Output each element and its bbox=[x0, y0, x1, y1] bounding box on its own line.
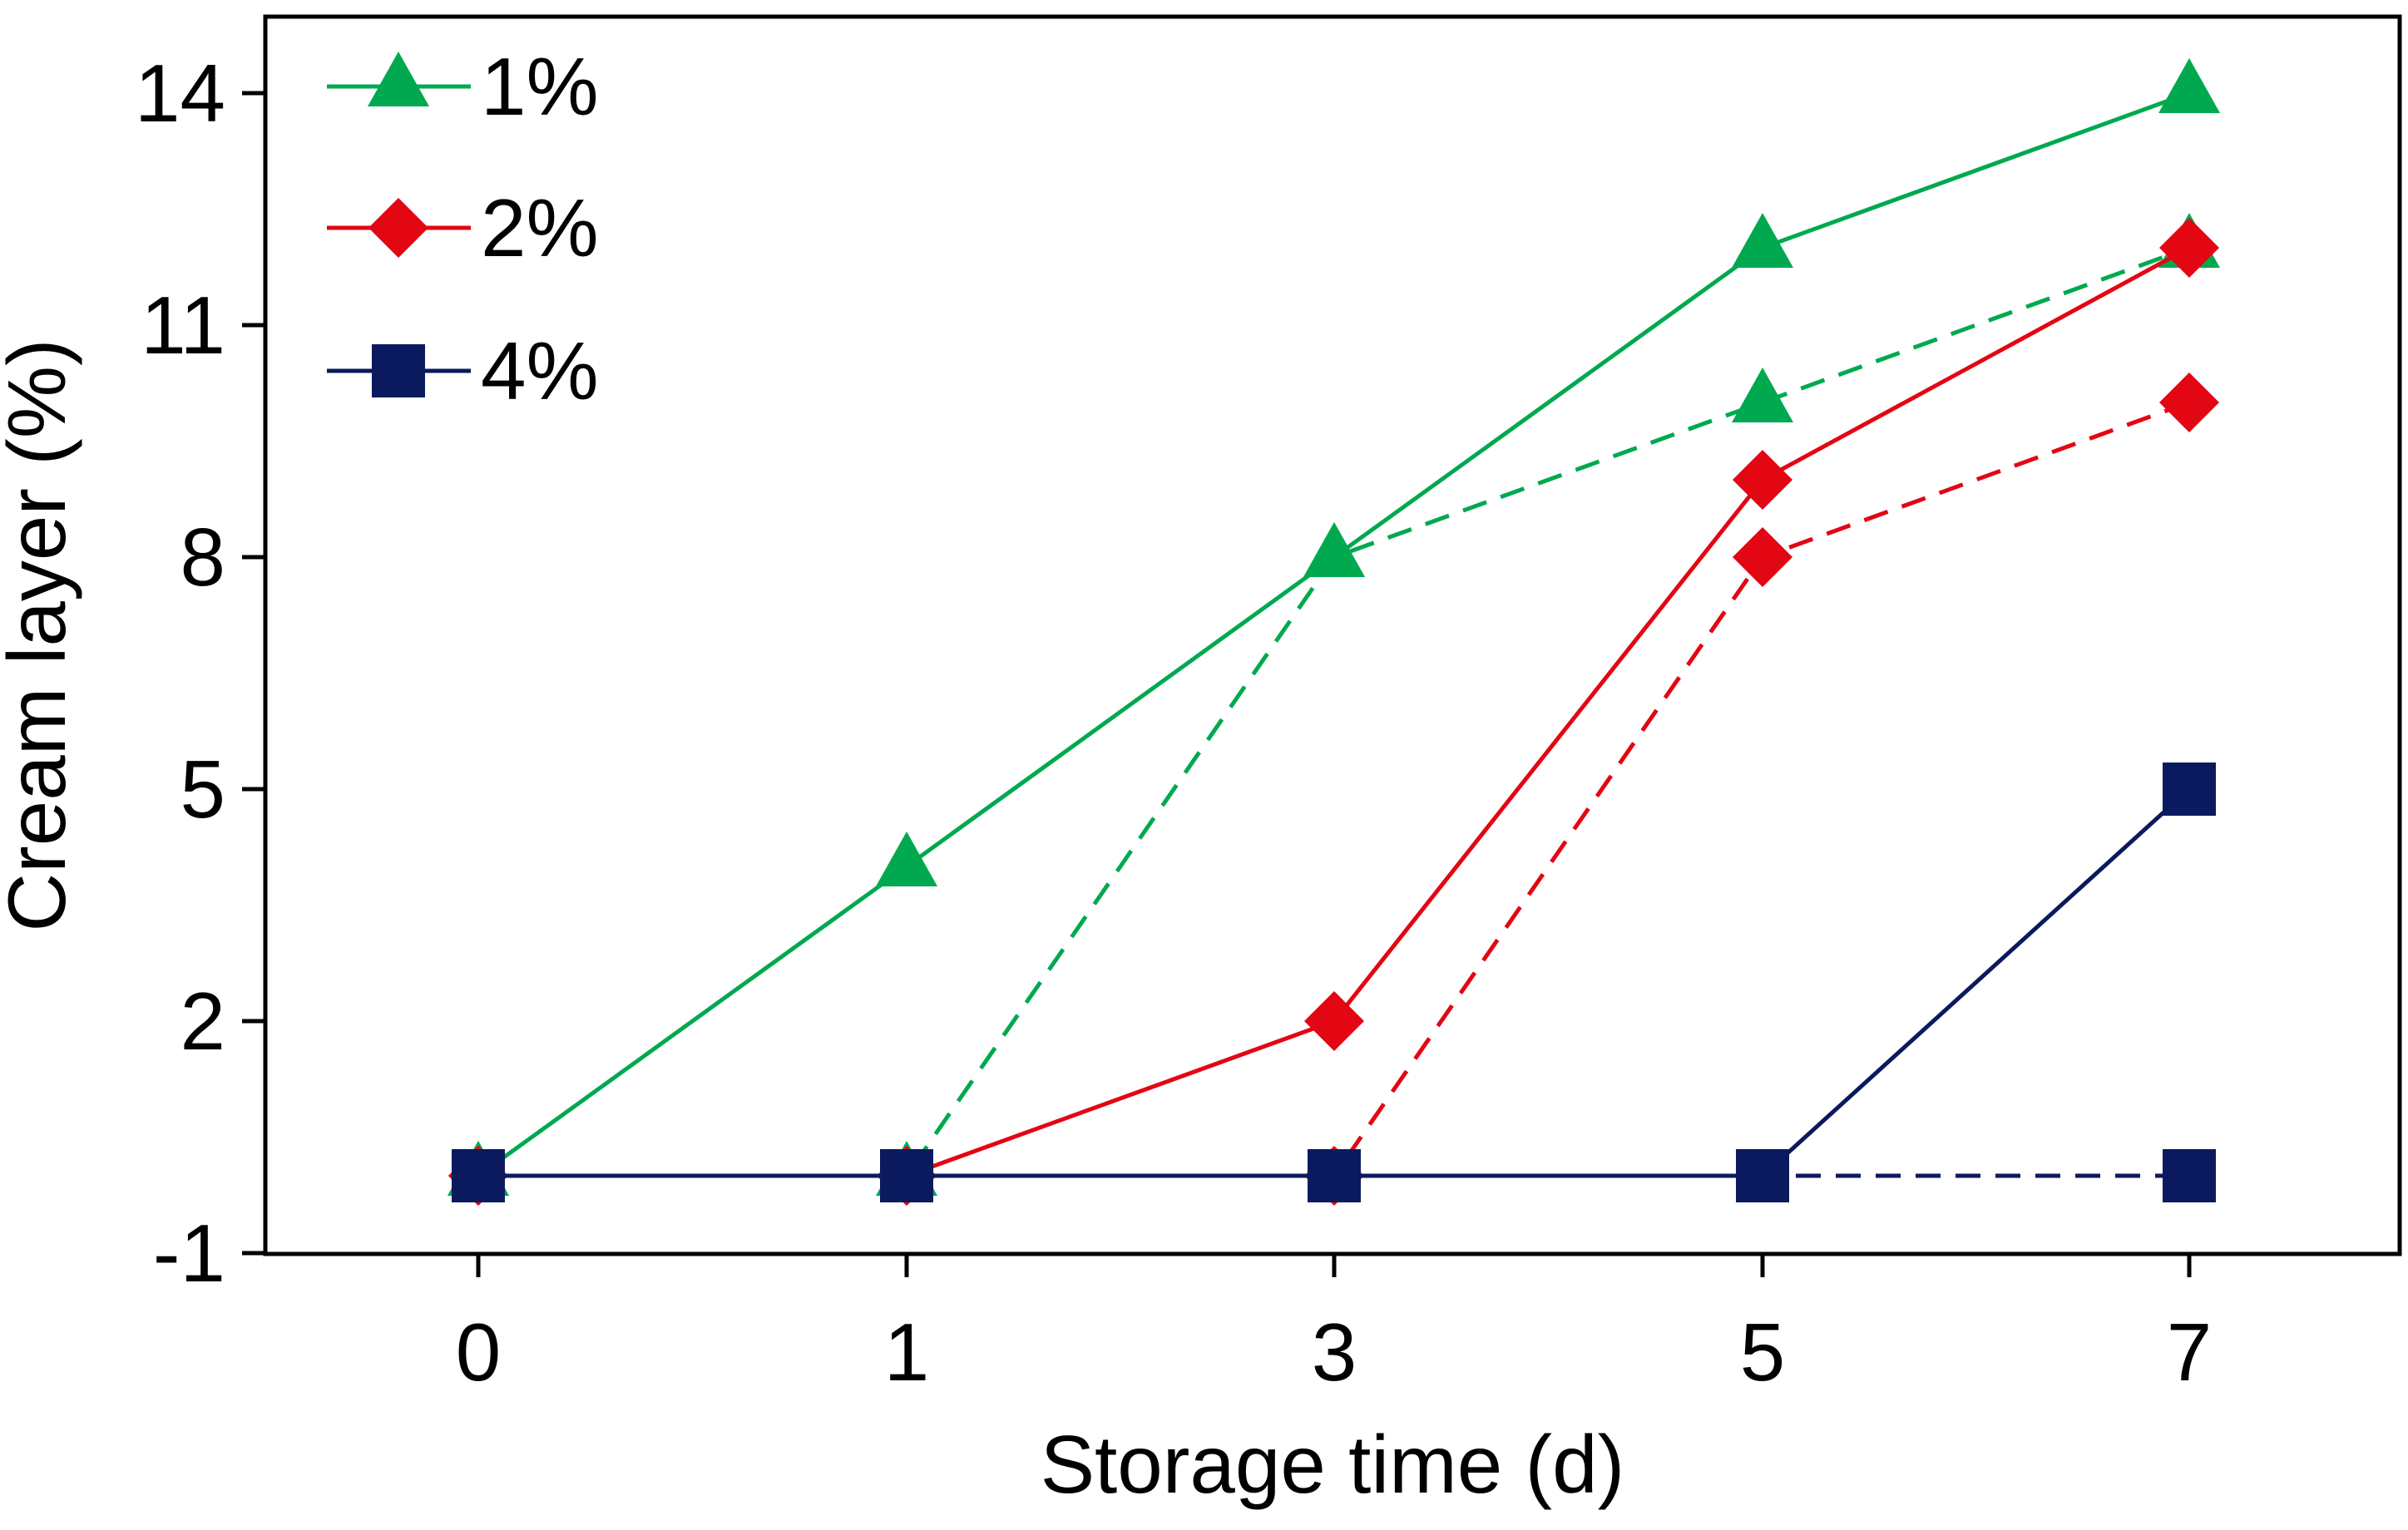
x-tick-label: 1 bbox=[884, 1306, 930, 1398]
data-point bbox=[1733, 450, 1792, 510]
data-point bbox=[2159, 218, 2219, 278]
x-axis: 0 1 3 5 7 bbox=[456, 1254, 2213, 1398]
data-point bbox=[452, 1149, 505, 1202]
y-axis: 14 11 8 5 2 -1 bbox=[135, 47, 265, 1299]
y-tick-label: 8 bbox=[180, 511, 225, 603]
series-line bbox=[478, 400, 2190, 1178]
series-2pct-dashed bbox=[448, 373, 2219, 1206]
data-point bbox=[1736, 1149, 1789, 1202]
data-point bbox=[2159, 373, 2219, 432]
x-tick-label: 7 bbox=[2167, 1306, 2213, 1398]
legend-marker bbox=[372, 344, 425, 397]
series-layer bbox=[447, 58, 2220, 1206]
legend-item: 4% bbox=[327, 325, 599, 417]
data-point bbox=[2158, 58, 2220, 113]
legend-marker bbox=[368, 52, 429, 106]
legend-label: 1% bbox=[481, 41, 599, 132]
data-point bbox=[1732, 213, 1793, 268]
series-4pct-solid bbox=[452, 763, 2216, 1202]
y-axis-label: Cream layer (%) bbox=[0, 338, 82, 931]
data-point bbox=[2163, 763, 2216, 816]
data-point bbox=[2163, 1149, 2216, 1202]
series-line bbox=[478, 787, 2191, 1178]
data-point bbox=[876, 832, 937, 886]
legend: 1% 2% 4% bbox=[327, 41, 599, 417]
data-point bbox=[880, 1149, 933, 1202]
legend-item: 2% bbox=[327, 182, 599, 274]
legend-marker bbox=[368, 198, 428, 258]
series-2pct-solid bbox=[448, 218, 2219, 1206]
data-point bbox=[1733, 527, 1792, 587]
y-tick-label: 14 bbox=[135, 47, 225, 139]
data-point bbox=[1308, 1149, 1361, 1202]
x-tick-label: 5 bbox=[1740, 1306, 1786, 1398]
x-tick-label: 0 bbox=[456, 1306, 502, 1398]
y-tick-label: -1 bbox=[153, 1207, 225, 1299]
x-axis-label: Storage time (d) bbox=[1041, 1419, 1625, 1510]
y-tick-label: 2 bbox=[180, 975, 225, 1067]
legend-label: 4% bbox=[481, 325, 599, 417]
data-point bbox=[1303, 522, 1365, 577]
y-tick-label: 11 bbox=[141, 279, 225, 371]
data-point bbox=[1732, 368, 1793, 422]
y-tick-label: 5 bbox=[180, 743, 225, 835]
x-tick-label: 3 bbox=[1312, 1306, 1357, 1398]
legend-label: 2% bbox=[481, 182, 599, 274]
data-point bbox=[1304, 991, 1364, 1051]
legend-item: 1% bbox=[327, 41, 599, 132]
